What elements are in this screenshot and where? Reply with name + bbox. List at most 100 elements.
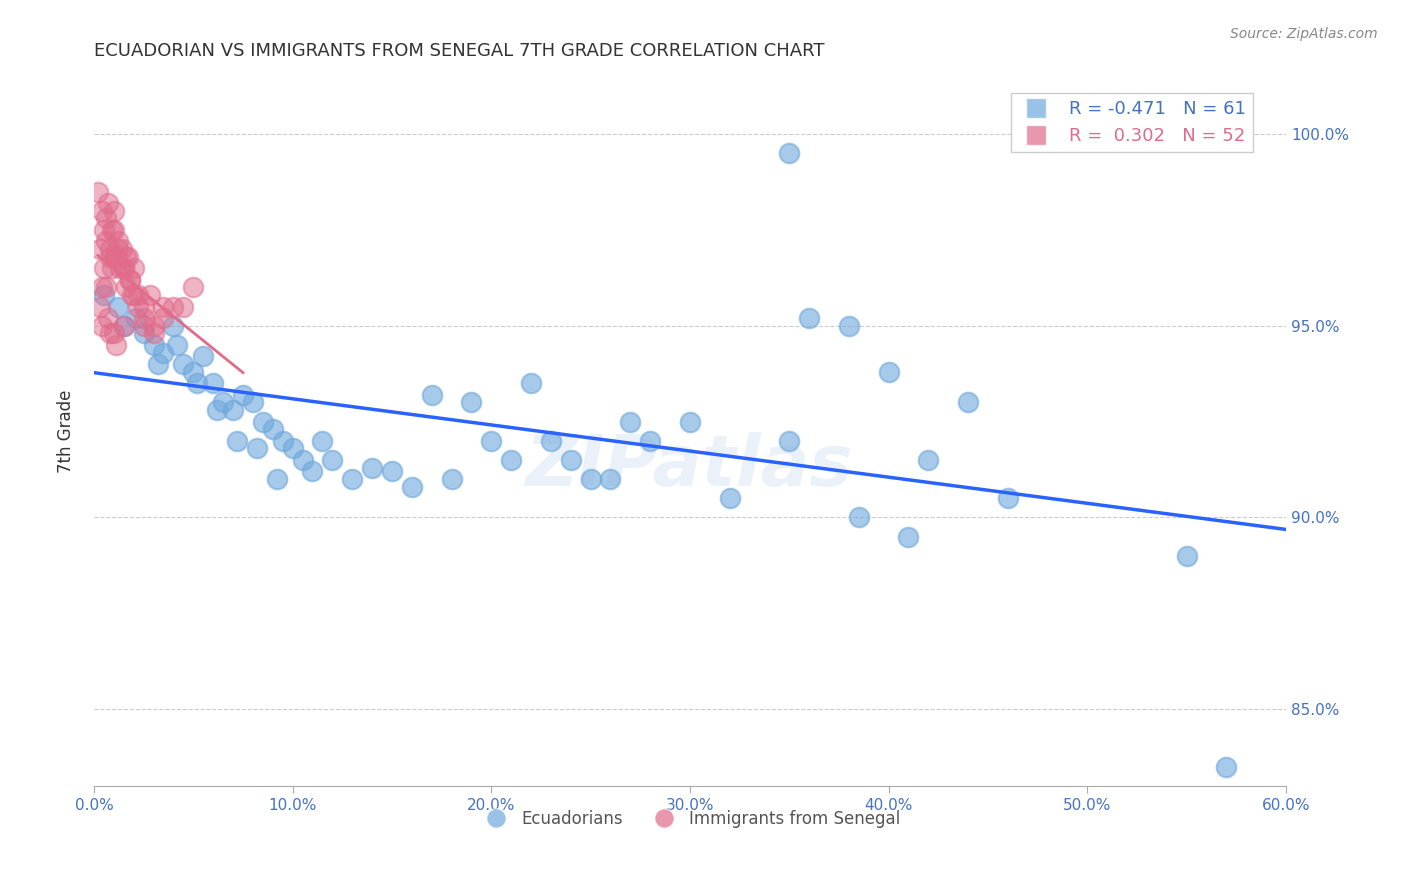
- Point: [212, 395, 235, 409]
- Point: [117, 250, 139, 264]
- Point: [93, 288, 115, 302]
- Point: [599, 472, 621, 486]
- Point: [479, 434, 502, 448]
- Point: [104, 338, 127, 352]
- Text: Source: ZipAtlas.com: Source: ZipAtlas.com: [1230, 27, 1378, 41]
- Point: [103, 326, 125, 341]
- Point: [103, 250, 125, 264]
- Point: [897, 530, 920, 544]
- Point: [101, 223, 124, 237]
- Point: [340, 472, 363, 486]
- Point: [797, 311, 820, 326]
- Point: [127, 288, 149, 302]
- Point: [172, 357, 194, 371]
- Point: [107, 300, 129, 314]
- Point: [132, 300, 155, 314]
- Point: [420, 388, 443, 402]
- Point: [112, 261, 135, 276]
- Point: [1175, 549, 1198, 563]
- Point: [114, 250, 136, 264]
- Point: [121, 288, 143, 302]
- Point: [98, 250, 121, 264]
- Legend: Ecuadorians, Immigrants from Senegal: Ecuadorians, Immigrants from Senegal: [472, 803, 907, 834]
- Point: [181, 280, 204, 294]
- Point: [107, 235, 129, 249]
- Point: [101, 261, 124, 276]
- Point: [90, 318, 112, 333]
- Point: [124, 311, 146, 326]
- Point: [957, 395, 980, 409]
- Point: [103, 203, 125, 218]
- Point: [118, 273, 141, 287]
- Point: [111, 242, 134, 256]
- Y-axis label: 7th Grade: 7th Grade: [58, 390, 75, 473]
- Point: [172, 300, 194, 314]
- Point: [271, 434, 294, 448]
- Point: [114, 280, 136, 294]
- Point: [638, 434, 661, 448]
- Point: [112, 318, 135, 333]
- Point: [520, 376, 543, 391]
- Point: [93, 223, 115, 237]
- Point: [90, 280, 112, 294]
- Point: [97, 196, 120, 211]
- Point: [226, 434, 249, 448]
- Point: [222, 403, 245, 417]
- Point: [321, 453, 343, 467]
- Point: [778, 434, 800, 448]
- Point: [246, 442, 269, 456]
- Point: [132, 311, 155, 326]
- Point: [142, 338, 165, 352]
- Point: [301, 465, 323, 479]
- Point: [281, 442, 304, 456]
- Point: [152, 345, 174, 359]
- Point: [132, 318, 155, 333]
- Point: [877, 365, 900, 379]
- Point: [679, 415, 702, 429]
- Point: [917, 453, 939, 467]
- Point: [146, 357, 169, 371]
- Point: [181, 365, 204, 379]
- Point: [501, 453, 523, 467]
- Point: [460, 395, 482, 409]
- Point: [262, 422, 284, 436]
- Point: [98, 326, 121, 341]
- Point: [162, 318, 184, 333]
- Point: [90, 203, 112, 218]
- Point: [579, 472, 602, 486]
- Point: [205, 403, 228, 417]
- Point: [98, 242, 121, 256]
- Point: [162, 300, 184, 314]
- Point: [112, 261, 135, 276]
- Point: [848, 510, 870, 524]
- Point: [122, 288, 145, 302]
- Point: [381, 465, 404, 479]
- Point: [838, 318, 860, 333]
- Point: [118, 273, 141, 287]
- Point: [997, 491, 1019, 506]
- Point: [440, 472, 463, 486]
- Point: [166, 338, 188, 352]
- Point: [122, 261, 145, 276]
- Point: [103, 223, 125, 237]
- Point: [193, 350, 215, 364]
- Point: [87, 185, 110, 199]
- Text: ECUADORIAN VS IMMIGRANTS FROM SENEGAL 7TH GRADE CORRELATION CHART: ECUADORIAN VS IMMIGRANTS FROM SENEGAL 7T…: [94, 42, 824, 60]
- Point: [232, 388, 254, 402]
- Point: [266, 472, 288, 486]
- Point: [104, 250, 127, 264]
- Point: [401, 480, 423, 494]
- Point: [202, 376, 225, 391]
- Point: [107, 242, 129, 256]
- Point: [138, 288, 160, 302]
- Point: [112, 318, 135, 333]
- Point: [94, 211, 117, 226]
- Point: [540, 434, 562, 448]
- Point: [94, 280, 117, 294]
- Point: [252, 415, 274, 429]
- Point: [242, 395, 264, 409]
- Point: [108, 261, 131, 276]
- Point: [186, 376, 208, 391]
- Point: [361, 460, 384, 475]
- Point: [93, 261, 115, 276]
